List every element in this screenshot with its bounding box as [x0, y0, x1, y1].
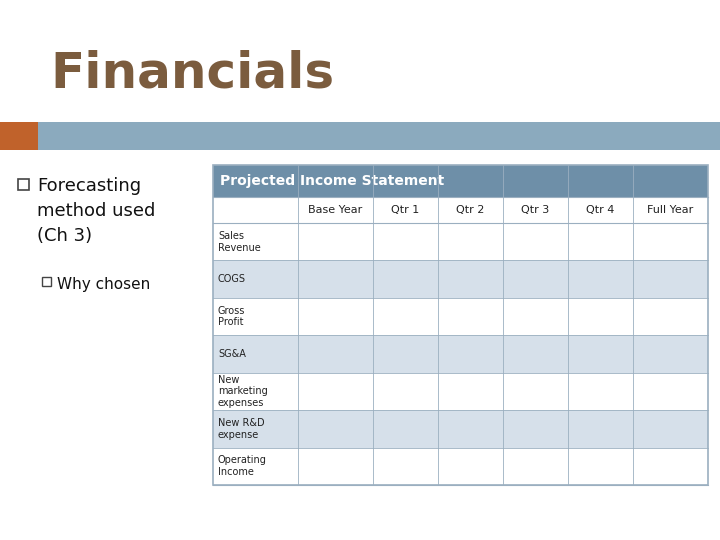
Text: Operating
Income: Operating Income — [218, 455, 267, 477]
Text: New
marketing
expenses: New marketing expenses — [218, 375, 268, 408]
Bar — [0, 122, 720, 150]
Text: Qtr 1: Qtr 1 — [391, 205, 419, 215]
Text: Projected Income Statement: Projected Income Statement — [220, 174, 444, 188]
Text: Gross
Profit: Gross Profit — [218, 306, 246, 327]
Bar — [213, 223, 708, 260]
Bar — [0, 122, 38, 150]
Text: Forecasting
method used
(Ch 3): Forecasting method used (Ch 3) — [37, 177, 156, 245]
Text: New R&D
expense: New R&D expense — [218, 418, 265, 440]
Bar — [213, 373, 708, 410]
Bar — [18, 179, 29, 190]
Text: Full Year: Full Year — [647, 205, 693, 215]
Bar — [213, 448, 708, 485]
Bar — [213, 335, 708, 373]
Bar — [213, 165, 708, 197]
Text: Why chosen: Why chosen — [57, 277, 150, 292]
Bar — [213, 298, 708, 335]
Text: Qtr 3: Qtr 3 — [521, 205, 549, 215]
Text: Sales
Revenue: Sales Revenue — [218, 231, 261, 253]
Bar — [213, 165, 708, 485]
Text: Financials: Financials — [50, 50, 334, 98]
Text: COGS: COGS — [218, 274, 246, 284]
Text: Qtr 2: Qtr 2 — [456, 205, 485, 215]
Bar — [42, 277, 51, 286]
Bar — [213, 410, 708, 448]
Text: Base Year: Base Year — [308, 205, 362, 215]
Bar — [213, 260, 708, 298]
Text: Qtr 4: Qtr 4 — [586, 205, 615, 215]
Bar — [213, 197, 708, 223]
Text: SG&A: SG&A — [218, 349, 246, 359]
